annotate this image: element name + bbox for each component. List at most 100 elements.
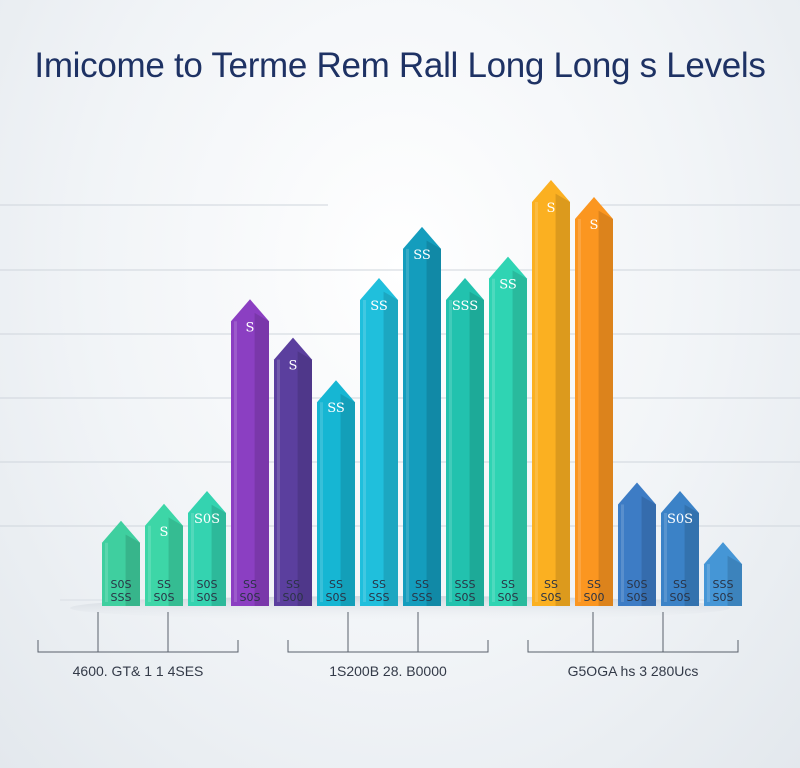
bar-body	[102, 520, 140, 606]
bar-value-label: S0S	[240, 591, 261, 604]
bar-shade	[641, 496, 656, 606]
bar-shade	[684, 504, 699, 606]
bar-label: SS	[415, 578, 429, 591]
bar-label: SS	[587, 578, 601, 591]
bar-value-label: S00	[584, 591, 605, 604]
bar-body	[403, 226, 441, 607]
bar-label: S0S	[197, 578, 218, 591]
bar-top-label: SS	[370, 299, 388, 314]
bar-label: SS	[544, 578, 558, 591]
bar-body	[661, 490, 699, 606]
bar-label: S0S	[111, 578, 132, 591]
bar-shade	[727, 555, 742, 606]
bar-highlight	[492, 278, 495, 602]
bar-value-label: S0S	[455, 591, 476, 604]
bar-top-label: S	[160, 525, 169, 540]
bar-body	[317, 380, 355, 606]
bar-value-label: S0S	[670, 591, 691, 604]
bar-body	[532, 180, 570, 606]
bar-shade	[125, 534, 140, 606]
bar-label: SSS	[713, 578, 734, 591]
bar-body	[360, 277, 398, 606]
bar-label: SS	[157, 578, 171, 591]
bar-value-label: SSS	[412, 591, 433, 604]
bar-value-label: S0S	[627, 591, 648, 604]
bar-body	[231, 299, 269, 606]
bar-body	[704, 542, 742, 606]
bar-label: SS	[372, 578, 386, 591]
bracket-line	[37, 640, 239, 653]
bar-highlight	[707, 564, 710, 602]
bar-top-label: SS	[413, 248, 431, 263]
bar-label: SSS	[455, 578, 476, 591]
bar-shade	[168, 517, 183, 606]
bar-shade	[469, 291, 484, 606]
bar-shade	[211, 504, 226, 606]
bar-body	[446, 277, 484, 606]
bar-top-label: S	[547, 201, 556, 216]
bar-value-label: S0S	[326, 591, 347, 604]
bar-label: SS	[243, 578, 257, 591]
bar-label: SS	[329, 578, 343, 591]
bar-highlight	[363, 299, 366, 602]
group-bracket: 4600. GT& 1 1 4SES	[37, 612, 239, 679]
bar-top-label: S0S	[667, 512, 693, 527]
bar-value-label: S0S	[713, 591, 734, 604]
bar-value-label: S0S	[498, 591, 519, 604]
bar-label: SS	[501, 578, 515, 591]
bar-highlight	[148, 525, 151, 602]
bar-label: S0S	[627, 578, 648, 591]
bar-top-label: S0S	[194, 512, 220, 527]
bar-highlight	[664, 512, 667, 602]
bar-body	[489, 256, 527, 606]
bar-highlight	[234, 321, 237, 602]
bar-body	[145, 503, 183, 606]
bar-value-label: S00	[283, 591, 304, 604]
bar-top-label: SS	[327, 401, 345, 416]
chart-title: Imicome to Terme Rem Rall Long Long s Le…	[34, 46, 766, 85]
bar-highlight	[191, 512, 194, 602]
bar-label: SS	[286, 578, 300, 591]
group-label: G5OGA hs 3 280Ucs	[568, 663, 699, 679]
bar-shade	[340, 393, 355, 606]
bracket-line	[527, 640, 739, 653]
bar-top-label: SS	[499, 278, 517, 293]
bar-highlight	[621, 504, 624, 602]
bar-value-label: S0S	[197, 591, 218, 604]
group-bracket: 1S200B 28. B0000	[287, 612, 489, 679]
bar-highlight	[449, 299, 452, 602]
bar-label: SS	[673, 578, 687, 591]
bar-highlight	[406, 248, 409, 603]
bar-shade	[555, 193, 570, 606]
bar-value-label: S0S	[541, 591, 562, 604]
bar-top-label: S	[246, 320, 255, 335]
bar-shade	[254, 312, 269, 606]
bracket-line	[287, 640, 489, 653]
group-label: 1S200B 28. B0000	[329, 663, 447, 679]
bar-shade	[383, 291, 398, 606]
group-bracket: G5OGA hs 3 280Ucs	[527, 612, 739, 679]
bar-body	[575, 197, 613, 607]
bar-shade	[426, 240, 441, 606]
bar-highlight	[277, 359, 280, 602]
bar-shade	[598, 210, 613, 606]
bar-top-label: SSS	[452, 299, 478, 314]
bar-highlight	[320, 402, 323, 602]
bar-value-label: SSS	[111, 591, 132, 604]
bar-body	[188, 490, 226, 606]
bar-value-label: S0S	[154, 591, 175, 604]
